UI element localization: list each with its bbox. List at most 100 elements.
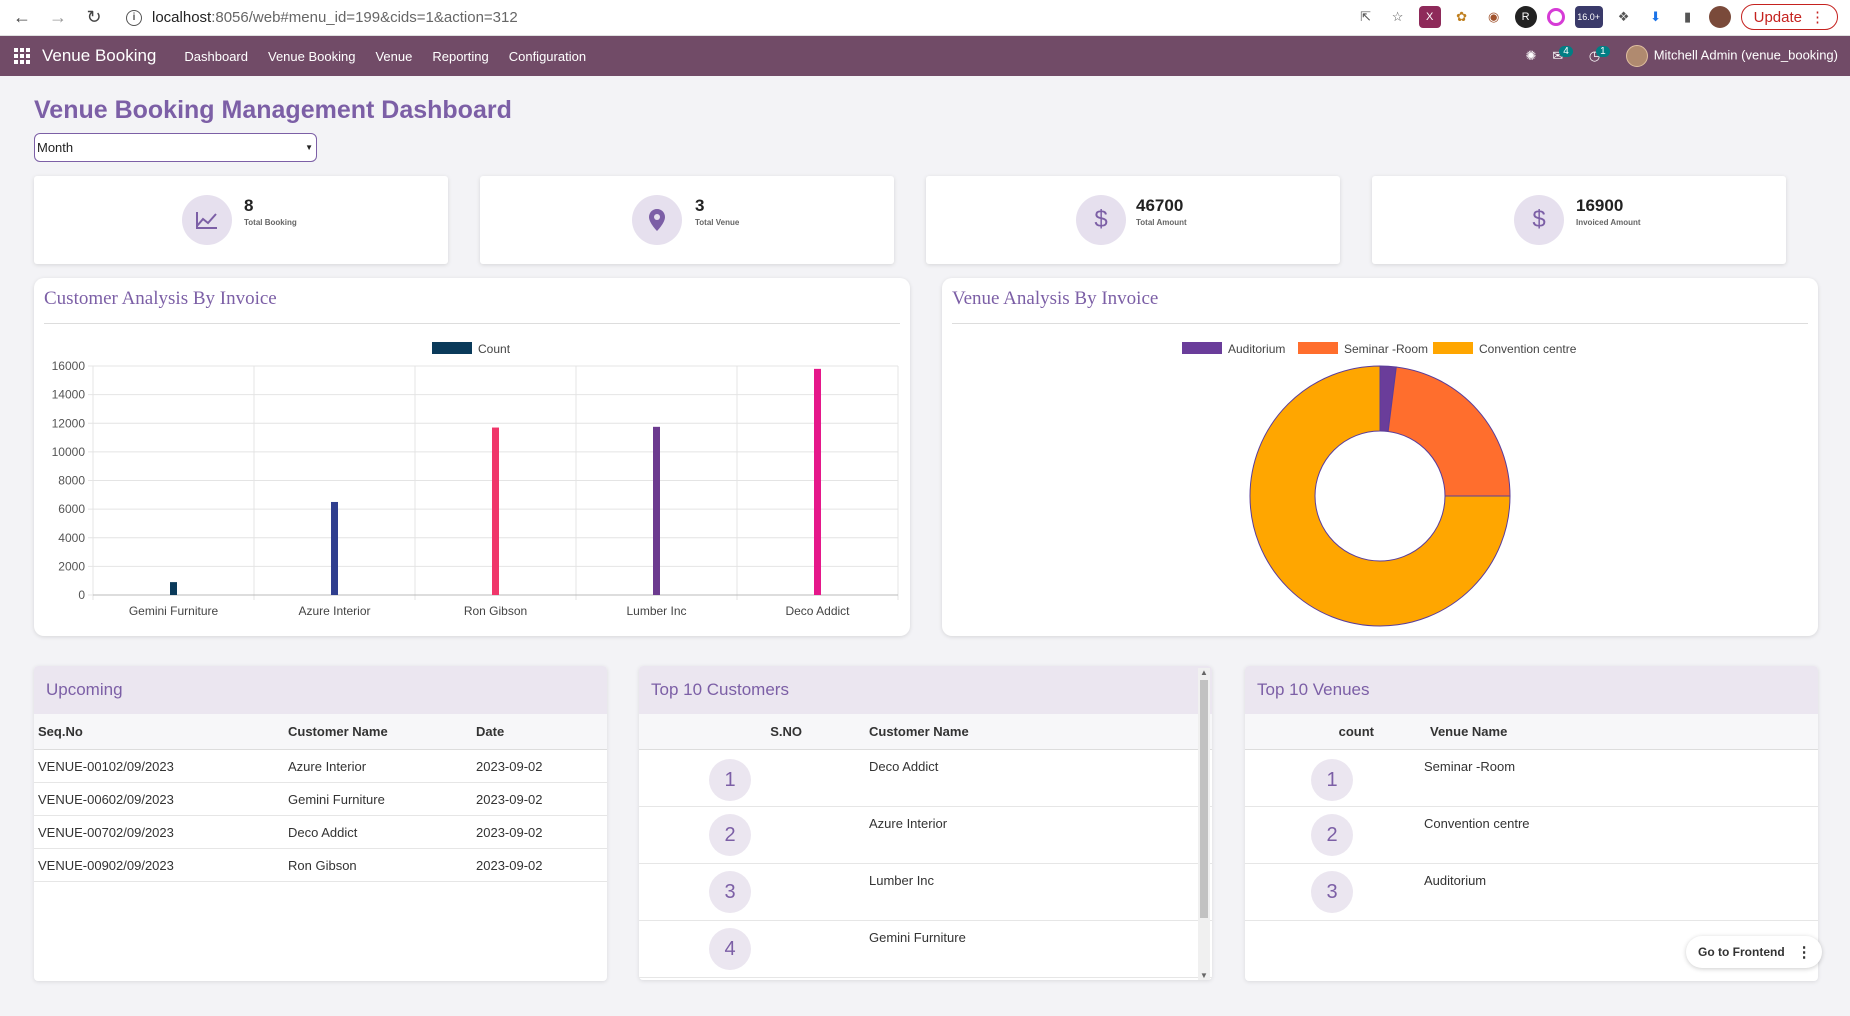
period-select[interactable]: Month ▼: [34, 133, 317, 162]
table-row[interactable]: 4 Gemini Furniture: [639, 921, 1212, 978]
back-icon[interactable]: ←: [13, 7, 31, 27]
main-navbar: Venue Booking Dashboard Venue Booking Ve…: [0, 36, 1850, 76]
customer-bar-chart: 0 2000 4000 6000 8000 10000 12000 14000 16000 Gem…: [52, 342, 899, 618]
profile-avatar[interactable]: [1708, 6, 1731, 28]
extension-color-icon[interactable]: [1546, 8, 1565, 26]
address-bar[interactable]: i localhost:8056/web#menu_id=199&cids=1&…: [126, 4, 518, 32]
column-header[interactable]: S.NO: [770, 724, 802, 739]
share-icon[interactable]: ⇱: [1360, 9, 1372, 24]
column-header[interactable]: count: [1338, 724, 1374, 739]
table-row[interactable]: VENUE-00102/09/2023 Azure Interior 2023-…: [34, 750, 607, 783]
x-tick-label: Lumber Inc: [626, 604, 686, 618]
scroll-down-icon[interactable]: ▼: [1200, 971, 1208, 980]
kpi-value: 3: [695, 196, 705, 215]
legend-label[interactable]: Seminar -Room: [1344, 342, 1428, 356]
divider: [952, 323, 1808, 324]
download-icon[interactable]: ⬇: [1650, 9, 1662, 24]
bookmark-star-icon[interactable]: ☆: [1391, 9, 1404, 24]
forward-icon[interactable]: →: [49, 7, 67, 27]
x-tick-label: Gemini Furniture: [129, 604, 219, 618]
bar-lumber-inc[interactable]: [653, 426, 660, 595]
kpi-label: Total Amount: [1136, 218, 1187, 227]
legend-swatch[interactable]: [1433, 342, 1473, 354]
bar-gemini-furniture[interactable]: [170, 582, 177, 595]
bar-ron-gibson[interactable]: [492, 427, 499, 595]
customers-scrollbar[interactable]: ▲ ▼: [1198, 668, 1210, 980]
slice-seminar-room[interactable]: [1387, 366, 1511, 497]
chevron-down-icon: ▼: [305, 143, 313, 152]
table-row[interactable]: 2 Convention centre: [1245, 807, 1818, 864]
table-row[interactable]: VENUE-00902/09/2023 Ron Gibson 2023-09-0…: [34, 849, 607, 882]
column-header[interactable]: Venue Name: [1430, 724, 1508, 739]
menu-venue[interactable]: Venue: [375, 48, 413, 64]
menu-dashboard[interactable]: Dashboard: [184, 48, 248, 64]
venue-donut-chart: Auditorium Seminar -Room Convention centre: [1182, 342, 1577, 627]
update-button[interactable]: Update ⋮: [1740, 4, 1838, 30]
legend-swatch[interactable]: [432, 342, 472, 354]
table-row[interactable]: 1 Seminar -Room: [1245, 750, 1818, 807]
debug-bug-icon[interactable]: ✺: [1525, 48, 1537, 63]
top-venues-panel: Top 10 Venues count Venue Name 1 Seminar…: [1245, 666, 1818, 981]
activities-badge: 1: [1596, 46, 1610, 57]
legend-swatch[interactable]: [1182, 342, 1222, 354]
y-tick-label: 6000: [58, 502, 85, 516]
y-tick-label: 0: [78, 588, 85, 602]
reload-icon[interactable]: ↻: [86, 7, 102, 27]
page-title: Venue Booking Management Dashboard: [34, 96, 512, 124]
legend-swatch[interactable]: [1298, 342, 1338, 354]
column-header[interactable]: Date: [476, 724, 505, 739]
messages-icon[interactable]: ✉4: [1552, 46, 1573, 64]
more-dots-icon[interactable]: ⋮: [1796, 944, 1812, 961]
x-tick-label: Azure Interior: [298, 604, 370, 618]
column-header[interactable]: Customer Name: [869, 724, 969, 739]
browser-toolbar: ← → ↻ i localhost:8056/web#menu_id=199&c…: [0, 0, 1850, 36]
divider: [44, 323, 900, 324]
kpi-total-booking[interactable]: 8 Total Booking: [34, 176, 448, 264]
column-header[interactable]: Customer Name: [288, 724, 388, 739]
table-row[interactable]: 3 Lumber Inc: [639, 864, 1212, 921]
period-value: Month: [37, 140, 74, 155]
menu-configuration[interactable]: Configuration: [508, 48, 587, 64]
table-row[interactable]: 1 Deco Addict: [639, 750, 1212, 807]
sidepanel-icon[interactable]: ▮: [1684, 9, 1692, 24]
column-header[interactable]: Seq.No: [38, 724, 83, 739]
kpi-value: 16900: [1576, 196, 1624, 215]
kpi-invoiced-amount[interactable]: $ 16900 Invoiced Amount: [1372, 176, 1786, 264]
extension-monkey-icon[interactable]: ◉: [1487, 9, 1500, 24]
legend-label[interactable]: Count: [478, 342, 511, 356]
menu-venue-booking[interactable]: Venue Booking: [268, 48, 356, 64]
rank-circle: 3: [709, 871, 751, 913]
user-menu[interactable]: Mitchell Admin (venue_booking): [1625, 45, 1838, 67]
kpi-value: 8: [244, 196, 254, 215]
activities-clock-icon[interactable]: ◷1: [1589, 46, 1610, 64]
extension-x-icon[interactable]: X: [1418, 6, 1441, 28]
panel-title: Top 10 Venues: [1245, 666, 1818, 714]
bar-deco-addict[interactable]: [814, 368, 821, 595]
legend-label[interactable]: Convention centre: [1479, 342, 1577, 356]
slice-convention-centre[interactable]: [1249, 365, 1511, 627]
apps-menu-icon[interactable]: [14, 48, 30, 64]
scrollbar-thumb[interactable]: [1200, 680, 1208, 918]
extensions-puzzle-icon[interactable]: ❖: [1617, 9, 1630, 24]
kpi-total-amount[interactable]: $ 46700 Total Amount: [926, 176, 1340, 264]
extensions-area: ⇱ ☆ X ✿ ◉ R 16.0+ ❖ ⬇ ▮ Update ⋮: [1355, 4, 1838, 30]
table-row[interactable]: 3 Auditorium: [1245, 864, 1818, 921]
go-to-frontend-button[interactable]: Go to Frontend ⋮: [1686, 936, 1822, 968]
dollar-icon: $: [1514, 195, 1564, 245]
kpi-total-venue[interactable]: 3 Total Venue: [480, 176, 894, 264]
legend-label[interactable]: Auditorium: [1228, 342, 1285, 356]
extension-r-icon[interactable]: R: [1514, 6, 1537, 28]
menu-reporting[interactable]: Reporting: [432, 48, 489, 64]
app-brand[interactable]: Venue Booking: [42, 46, 157, 65]
table-row[interactable]: VENUE-00602/09/2023 Gemini Furniture 202…: [34, 783, 607, 816]
seq-no-cell: VENUE-00102/09/2023: [38, 758, 174, 774]
bar-azure-interior[interactable]: [331, 501, 338, 595]
extension-paw-icon[interactable]: ✿: [1456, 9, 1468, 24]
table-row[interactable]: 2 Azure Interior: [639, 807, 1212, 864]
extension-odoo-version-icon[interactable]: 16.0+: [1574, 6, 1603, 28]
customer-cell: Azure Interior: [288, 758, 367, 774]
table-row[interactable]: VENUE-00702/09/2023 Deco Addict 2023-09-…: [34, 816, 607, 849]
y-tick-label: 8000: [58, 474, 85, 488]
scroll-up-icon[interactable]: ▲: [1200, 668, 1208, 677]
site-info-icon[interactable]: i: [126, 9, 142, 26]
